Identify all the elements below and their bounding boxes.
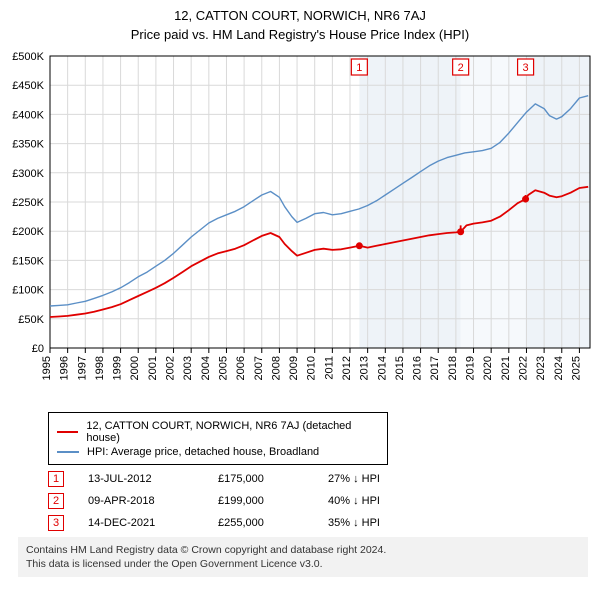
row-pct: 27% ↓ HPI — [328, 473, 438, 485]
svg-text:2009: 2009 — [288, 356, 300, 380]
svg-text:£500K: £500K — [12, 51, 44, 63]
svg-text:£400K: £400K — [12, 109, 44, 121]
row-date: 13-JUL-2012 — [88, 473, 218, 485]
table-row: 2 09-APR-2018 £199,000 40% ↓ HPI — [48, 493, 588, 509]
svg-text:2013: 2013 — [359, 356, 371, 380]
svg-text:2020: 2020 — [482, 356, 494, 380]
table-row: 1 13-JUL-2012 £175,000 27% ↓ HPI — [48, 471, 588, 487]
row-price: £175,000 — [218, 473, 328, 485]
legend-label-hpi: HPI: Average price, detached house, Broa… — [87, 446, 319, 458]
svg-text:£0: £0 — [32, 343, 44, 355]
legend-item-hpi: HPI: Average price, detached house, Broa… — [57, 446, 379, 458]
svg-text:1: 1 — [356, 62, 362, 74]
svg-text:2007: 2007 — [253, 356, 265, 380]
legend-swatch-subject — [57, 431, 78, 433]
row-flag-icon: 1 — [48, 471, 64, 487]
svg-text:2001: 2001 — [147, 356, 159, 380]
transactions-table: 1 13-JUL-2012 £175,000 27% ↓ HPI 2 09-AP… — [48, 471, 588, 531]
row-pct: 40% ↓ HPI — [328, 495, 438, 507]
title-sub: Price paid vs. HM Land Registry's House … — [10, 27, 590, 42]
svg-text:£200K: £200K — [12, 226, 44, 238]
svg-text:2017: 2017 — [429, 356, 441, 380]
svg-text:1995: 1995 — [41, 356, 53, 380]
svg-text:1999: 1999 — [112, 356, 124, 380]
svg-text:3: 3 — [523, 62, 529, 74]
legend-swatch-hpi — [57, 451, 79, 453]
legend-box: 12, CATTON COURT, NORWICH, NR6 7AJ (deta… — [48, 412, 388, 465]
row-flag-icon: 2 — [48, 493, 64, 509]
svg-text:£350K: £350K — [12, 139, 44, 151]
svg-text:2003: 2003 — [182, 356, 194, 380]
svg-text:2012: 2012 — [341, 356, 353, 380]
svg-text:2004: 2004 — [200, 356, 212, 380]
svg-text:2019: 2019 — [465, 356, 477, 380]
svg-text:2006: 2006 — [235, 356, 247, 380]
svg-text:2015: 2015 — [394, 356, 406, 380]
svg-text:£450K: £450K — [12, 80, 44, 92]
svg-text:2000: 2000 — [129, 356, 141, 380]
svg-text:£150K: £150K — [12, 255, 44, 267]
svg-text:1998: 1998 — [94, 356, 106, 380]
svg-text:2011: 2011 — [323, 356, 335, 380]
legend-item-subject: 12, CATTON COURT, NORWICH, NR6 7AJ (deta… — [57, 420, 379, 444]
svg-text:£100K: £100K — [12, 285, 44, 297]
row-date: 09-APR-2018 — [88, 495, 218, 507]
svg-text:1997: 1997 — [76, 356, 88, 380]
svg-text:2021: 2021 — [500, 356, 512, 380]
svg-text:2005: 2005 — [217, 356, 229, 380]
row-flag-icon: 3 — [48, 515, 64, 531]
footer-note: Contains HM Land Registry data © Crown c… — [18, 537, 588, 577]
legend-label-subject: 12, CATTON COURT, NORWICH, NR6 7AJ (deta… — [86, 420, 379, 444]
title-main: 12, CATTON COURT, NORWICH, NR6 7AJ — [10, 8, 590, 23]
row-price: £199,000 — [218, 495, 328, 507]
svg-text:2022: 2022 — [517, 356, 529, 380]
svg-text:£250K: £250K — [12, 197, 44, 209]
svg-text:2002: 2002 — [165, 356, 177, 380]
table-row: 3 14-DEC-2021 £255,000 35% ↓ HPI — [48, 515, 588, 531]
row-pct: 35% ↓ HPI — [328, 517, 438, 529]
figure-root: 12, CATTON COURT, NORWICH, NR6 7AJ Price… — [0, 0, 600, 577]
svg-text:2: 2 — [458, 62, 464, 74]
svg-text:2008: 2008 — [270, 356, 282, 380]
chart-area: £0 £50K £100K £150K £200K £250K £300K £350K £400… — [0, 48, 600, 408]
footer-line-1: Contains HM Land Registry data © Crown c… — [26, 543, 580, 557]
svg-text:£300K: £300K — [12, 168, 44, 180]
footer-line-2: This data is licensed under the Open Gov… — [26, 557, 580, 571]
title-block: 12, CATTON COURT, NORWICH, NR6 7AJ Price… — [0, 0, 600, 48]
svg-text:2023: 2023 — [535, 356, 547, 380]
svg-text:2024: 2024 — [553, 356, 565, 380]
svg-text:2010: 2010 — [306, 356, 318, 380]
chart-svg: £0 £50K £100K £150K £200K £250K £300K £350K £400… — [0, 48, 600, 408]
svg-text:2014: 2014 — [376, 356, 388, 380]
svg-text:2025: 2025 — [570, 356, 582, 380]
svg-text:2018: 2018 — [447, 356, 459, 380]
svg-text:£50K: £50K — [18, 314, 44, 326]
row-date: 14-DEC-2021 — [88, 517, 218, 529]
svg-text:2016: 2016 — [412, 356, 424, 380]
row-price: £255,000 — [218, 517, 328, 529]
svg-text:1996: 1996 — [59, 356, 71, 380]
